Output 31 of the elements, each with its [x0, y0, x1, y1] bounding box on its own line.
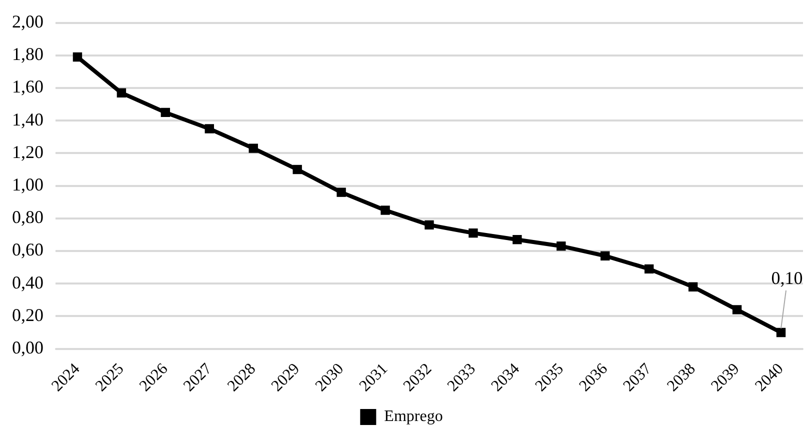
y-tick-label: 1,40 [12, 109, 44, 130]
point [468, 228, 478, 238]
point [424, 220, 434, 230]
y-tick-label: 0,60 [12, 240, 44, 260]
point [292, 164, 302, 174]
y-tick-label: 0,80 [12, 207, 44, 228]
point [380, 206, 390, 215]
legend-label: Emprego [384, 408, 443, 426]
y-tick-label: 1,00 [12, 174, 44, 195]
y-tick-label: 2,00 [12, 12, 44, 32]
annotation: 0,10 [771, 268, 803, 288]
point [556, 242, 566, 251]
point [776, 328, 786, 338]
y-tick-label: 1,80 [12, 44, 44, 64]
point [248, 144, 258, 153]
point [512, 234, 522, 244]
point [336, 188, 346, 197]
point [644, 264, 654, 274]
x-tick-label: 2031 [356, 360, 392, 396]
point [688, 282, 698, 292]
y-tick-label: 1,20 [12, 142, 44, 162]
point [204, 124, 214, 134]
y-tick-label: 0,40 [12, 272, 44, 292]
y-tick-label: 0,20 [12, 304, 44, 325]
point [72, 52, 82, 62]
y-tick-label: 1,60 [12, 76, 44, 97]
point [732, 305, 742, 314]
point [116, 88, 126, 98]
point [160, 108, 170, 118]
point [600, 251, 610, 260]
y-tick-label: 0,00 [12, 338, 44, 358]
